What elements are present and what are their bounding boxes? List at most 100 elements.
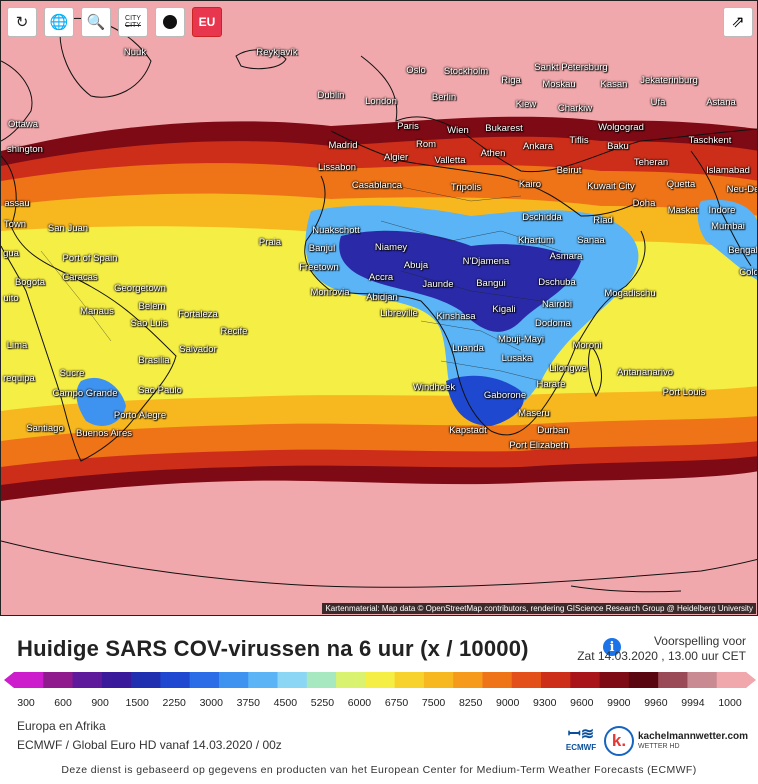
forecast-time: Voorspelling voor Zat 14.03.2020 , 13.00…	[577, 634, 746, 664]
weather-map[interactable]: Nuuk Reykjavík Oslo Stockholm Sankt Petersbu…	[0, 0, 758, 616]
legend-swatch	[599, 672, 630, 688]
city-label: Kapstadt	[449, 425, 487, 436]
city-label: Sucre	[59, 368, 85, 379]
refresh-button[interactable]: ↻	[7, 7, 37, 37]
city-label: Mbuji-Mayi	[498, 334, 544, 345]
legend-tick: 7500	[421, 697, 446, 709]
legend-swatch	[394, 672, 425, 688]
city-label: shington	[7, 144, 43, 155]
city-label: Belem	[138, 301, 166, 312]
city-label: Antananarivo	[617, 367, 673, 378]
city-label: Santiago	[26, 423, 64, 434]
legend-swatch	[482, 672, 513, 688]
city-label: Tripolis	[450, 182, 482, 193]
legend-tick: 9000	[495, 697, 520, 709]
legend-swatch	[14, 672, 44, 688]
kachelmann-logo-subtext: WETTER HD	[638, 743, 680, 750]
legend-color-bar	[4, 672, 756, 688]
city-label: requipa	[3, 373, 35, 384]
city-label: Teheran	[633, 157, 669, 168]
city-label: Indore	[708, 205, 736, 216]
city-label: N'Djamena	[462, 256, 510, 267]
city-label: San Juan	[47, 223, 89, 234]
legend-swatch	[277, 672, 308, 688]
city-label: Abuja	[403, 260, 429, 271]
ecmwf-logo-icon: ꟷ≋	[567, 726, 595, 743]
city-label: Quetta	[666, 179, 696, 190]
legend-swatch	[160, 672, 191, 688]
city-label: Lissabon	[317, 162, 357, 173]
zoom-button[interactable]: 🔍	[81, 7, 111, 37]
kachelmann-logo: k. kachelmannwetter.com WETTER HD	[604, 726, 754, 758]
share-button[interactable]: ⇗	[723, 7, 753, 37]
globe-button[interactable]: 🌐	[44, 7, 74, 37]
city-label: Dodoma	[535, 318, 571, 329]
city-toggle-button[interactable]: CITY CITY	[118, 7, 148, 37]
city-label: Riga	[501, 75, 521, 86]
legend-tick: 9960	[644, 697, 668, 709]
city-label: Bengal	[728, 245, 758, 256]
city-label: Mumbai	[711, 221, 745, 232]
city-label: Khartum	[518, 235, 554, 246]
city-label: Maskat	[667, 205, 699, 216]
city-label: Gaborone	[483, 390, 527, 401]
legend-arrow-right	[746, 672, 756, 688]
city-label: Sankt Petersburg	[534, 62, 608, 73]
city-label: Mogadischu	[604, 288, 656, 299]
city-label: Salvador	[179, 344, 217, 355]
city-label: Durban	[537, 425, 569, 436]
legend-tick: 900	[91, 697, 109, 709]
city-label: Port Louis	[662, 387, 706, 398]
legend-swatch	[336, 672, 366, 688]
city-label: Berlin	[431, 92, 457, 103]
eu-button[interactable]: EU	[192, 7, 222, 37]
city-label: Libreville	[380, 308, 418, 319]
city-label: Niamey	[374, 242, 408, 253]
city-label: Nairobi	[541, 299, 573, 310]
city-label: Maseru	[518, 408, 550, 419]
city-label: Abidjan	[366, 292, 398, 303]
city-label: Beirut	[556, 165, 582, 176]
city-label: Ottawa	[7, 119, 39, 130]
legend-tick: 2250	[162, 697, 186, 709]
city-label: Lilongwe	[549, 363, 587, 374]
legend-swatch	[101, 672, 132, 688]
legend-swatch	[72, 672, 103, 688]
city-label: Neu-De	[726, 184, 758, 195]
city-label: Reykjavík	[256, 47, 298, 58]
forecast-label: Voorspelling voor	[653, 634, 746, 648]
city-label: Valletta	[434, 155, 466, 166]
city-label: Jekaterinburg	[640, 75, 698, 86]
share-icon: ⇗	[731, 14, 745, 31]
legend-tick: 300	[17, 697, 35, 709]
region-label: Europa en Afrika	[17, 719, 106, 733]
city-label-bottom: CITY	[125, 22, 141, 29]
legend-arrow-left	[4, 672, 14, 688]
legend-tick: 5250	[310, 697, 335, 709]
city-label: Monrovia	[310, 287, 350, 298]
city-label: Nuuk	[123, 47, 147, 58]
legend-swatch	[43, 672, 74, 688]
ecmwf-logo-text: ECMWF	[565, 743, 597, 752]
city-label: Accra	[368, 272, 394, 283]
city-label: Harare	[536, 379, 566, 390]
city-label: Kigali	[492, 304, 516, 315]
city-label: assau	[4, 198, 30, 209]
city-label: Moskau	[542, 79, 576, 90]
info-icon[interactable]: i	[603, 638, 621, 656]
city-label: Praia	[258, 237, 282, 248]
pin-button[interactable]	[155, 7, 185, 37]
city-label: Dublin	[317, 90, 345, 101]
legend-tick: 1000	[718, 697, 742, 709]
city-label: Manaus	[80, 306, 114, 317]
legend-tick: 3750	[236, 697, 260, 709]
city-label: Doha	[632, 198, 656, 209]
refresh-icon: ↻	[15, 14, 29, 31]
city-label: Town	[3, 219, 27, 230]
city-label: Kuwait City	[587, 181, 635, 192]
legend-tick: 9600	[570, 697, 594, 709]
city-label: Dschidda	[522, 212, 562, 223]
legend-tick: 9994	[681, 697, 705, 709]
city-label: London	[365, 96, 397, 107]
page-title: Huidige SARS COV-virussen na 6 uur (x / …	[17, 636, 529, 661]
